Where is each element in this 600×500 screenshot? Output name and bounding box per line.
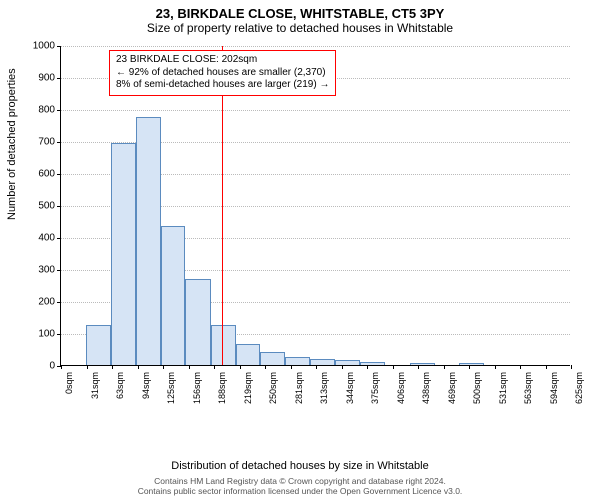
xtick-label: 156sqm: [192, 372, 193, 404]
x-axis-label: Distribution of detached houses by size …: [0, 460, 600, 472]
annotation-line-2: ← 92% of detached houses are smaller (2,…: [116, 67, 329, 80]
xtick-mark: [138, 365, 139, 369]
histogram-bar: [285, 357, 311, 365]
xtick-mark: [112, 365, 113, 369]
ytick-label: 600: [17, 169, 55, 180]
histogram-bar: [185, 279, 211, 365]
xtick-label: 625sqm: [574, 372, 575, 404]
ytick-label: 1000: [17, 41, 55, 52]
xtick-mark: [163, 365, 164, 369]
xtick-label: 94sqm: [141, 372, 142, 399]
ytick-label: 100: [17, 329, 55, 340]
ytick-mark: [57, 78, 61, 79]
histogram-bar: [260, 352, 285, 365]
xtick-mark: [214, 365, 215, 369]
annotation-box: 23 BIRKDALE CLOSE: 202sqm ← 92% of detac…: [109, 50, 336, 96]
chart-container: 23, BIRKDALE CLOSE, WHITSTABLE, CT5 3PY …: [0, 0, 600, 500]
xtick-mark: [240, 365, 241, 369]
histogram-bar: [161, 226, 186, 365]
gridline: [61, 46, 570, 47]
xtick-mark: [418, 365, 419, 369]
annotation-line-1: 23 BIRKDALE CLOSE: 202sqm: [116, 54, 329, 67]
xtick-mark: [61, 365, 62, 369]
histogram-bar: [236, 344, 261, 365]
ytick-label: 900: [17, 73, 55, 84]
ytick-mark: [57, 238, 61, 239]
xtick-label: 531sqm: [498, 372, 499, 404]
xtick-mark: [571, 365, 572, 369]
ytick-label: 400: [17, 233, 55, 244]
histogram-bar: [136, 117, 161, 365]
annotation-line-3: 8% of semi-detached houses are larger (2…: [116, 79, 329, 92]
chart-area: 010020030040050060070080090010000sqm31sq…: [60, 46, 570, 406]
ytick-mark: [57, 270, 61, 271]
xtick-mark: [444, 365, 445, 369]
xtick-label: 500sqm: [472, 372, 473, 404]
ytick-label: 300: [17, 265, 55, 276]
caption-line-1: Contains HM Land Registry data © Crown c…: [0, 476, 600, 486]
xtick-mark: [495, 365, 496, 369]
ytick-label: 0: [17, 361, 55, 372]
ytick-label: 500: [17, 201, 55, 212]
xtick-label: 406sqm: [396, 372, 397, 404]
xtick-mark: [367, 365, 368, 369]
xtick-mark: [189, 365, 190, 369]
ytick-mark: [57, 142, 61, 143]
xtick-label: 438sqm: [421, 372, 422, 404]
ytick-mark: [57, 174, 61, 175]
ytick-mark: [57, 334, 61, 335]
ytick-label: 200: [17, 297, 55, 308]
xtick-label: 594sqm: [549, 372, 550, 404]
chart-subtitle: Size of property relative to detached ho…: [0, 21, 600, 39]
histogram-bar: [335, 360, 360, 365]
xtick-mark: [265, 365, 266, 369]
ytick-label: 800: [17, 105, 55, 116]
xtick-label: 563sqm: [523, 372, 524, 404]
ytick-mark: [57, 206, 61, 207]
xtick-mark: [291, 365, 292, 369]
ytick-mark: [57, 110, 61, 111]
xtick-mark: [469, 365, 470, 369]
ytick-label: 700: [17, 137, 55, 148]
xtick-label: 313sqm: [319, 372, 320, 404]
xtick-label: 469sqm: [447, 372, 448, 404]
chart-title: 23, BIRKDALE CLOSE, WHITSTABLE, CT5 3PY: [0, 0, 600, 21]
ytick-mark: [57, 302, 61, 303]
gridline: [61, 110, 570, 111]
histogram-bar: [310, 359, 335, 365]
xtick-mark: [342, 365, 343, 369]
xtick-mark: [520, 365, 521, 369]
histogram-bar: [459, 363, 484, 365]
xtick-mark: [546, 365, 547, 369]
xtick-label: 219sqm: [243, 372, 244, 404]
plot-area: 010020030040050060070080090010000sqm31sq…: [60, 46, 570, 366]
xtick-label: 281sqm: [294, 372, 295, 404]
histogram-bar: [86, 325, 112, 365]
xtick-label: 344sqm: [345, 372, 346, 404]
histogram-bar: [360, 362, 385, 365]
xtick-mark: [87, 365, 88, 369]
histogram-bar: [410, 363, 435, 365]
caption: Contains HM Land Registry data © Crown c…: [0, 476, 600, 496]
xtick-label: 250sqm: [268, 372, 269, 404]
xtick-label: 31sqm: [90, 372, 91, 399]
xtick-mark: [316, 365, 317, 369]
xtick-mark: [393, 365, 394, 369]
ytick-mark: [57, 46, 61, 47]
xtick-label: 0sqm: [64, 372, 65, 394]
caption-line-2: Contains public sector information licen…: [0, 486, 600, 496]
histogram-bar: [111, 143, 136, 365]
xtick-label: 188sqm: [217, 372, 218, 404]
histogram-bar: [211, 325, 236, 365]
xtick-label: 63sqm: [115, 372, 116, 399]
xtick-label: 125sqm: [166, 372, 167, 404]
xtick-label: 375sqm: [370, 372, 371, 404]
